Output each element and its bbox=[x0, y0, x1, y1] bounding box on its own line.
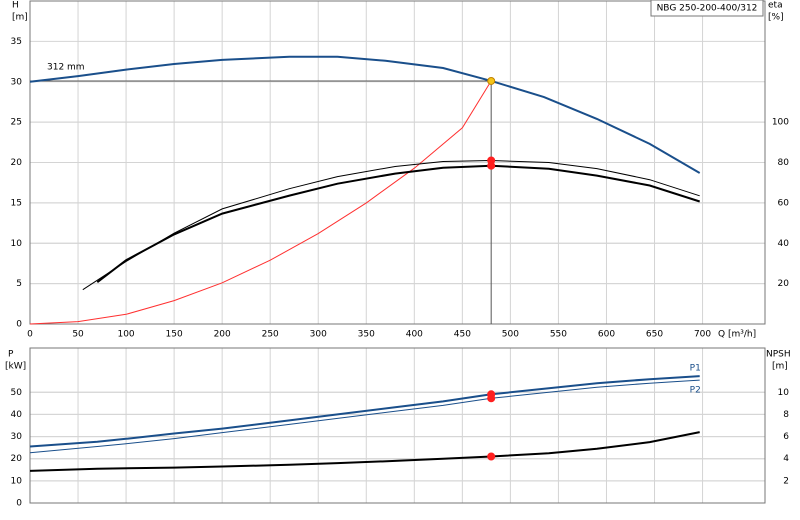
y-tick-label: 10 bbox=[11, 239, 23, 249]
operating-point bbox=[487, 161, 496, 170]
x-tick-label: 100 bbox=[117, 330, 134, 340]
series-line bbox=[29, 80, 492, 325]
x-tick-label: 50 bbox=[72, 330, 84, 340]
x-tick-label: 600 bbox=[598, 330, 615, 340]
series-line bbox=[29, 55, 701, 174]
y2-axis-unit: [m] bbox=[772, 362, 788, 372]
y-tick-label: 30 bbox=[11, 432, 23, 442]
x-tick-label: 250 bbox=[262, 330, 279, 340]
y2-tick-label: 40 bbox=[778, 239, 790, 249]
y-tick-label: 10 bbox=[11, 476, 23, 486]
curve-annotation: 312 mm bbox=[47, 63, 85, 73]
y2-tick-label: 80 bbox=[778, 158, 790, 168]
y-tick-label: 0 bbox=[16, 499, 22, 509]
y-axis-unit: [kW] bbox=[5, 362, 26, 372]
x-tick-label: 500 bbox=[502, 330, 519, 340]
y2-tick-label: 10 bbox=[778, 388, 790, 398]
x-tick-label: 300 bbox=[310, 330, 327, 340]
x-axis-label: Q [m³/h] bbox=[718, 330, 756, 340]
series-label: P2 bbox=[690, 386, 701, 396]
y-tick-label: 20 bbox=[11, 158, 23, 168]
plot-frame bbox=[29, 347, 766, 504]
y-tick-label: 25 bbox=[11, 118, 22, 128]
y-axis-label: P bbox=[8, 350, 14, 360]
y2-axis-unit: [%] bbox=[768, 13, 784, 23]
y2-tick-label: 60 bbox=[778, 198, 790, 208]
series-line bbox=[29, 375, 700, 448]
operating-point bbox=[487, 394, 496, 403]
x-tick-label: 0 bbox=[27, 330, 33, 340]
y-tick-label: 20 bbox=[11, 454, 23, 464]
operating-point bbox=[487, 452, 496, 461]
y2-tick-label: 20 bbox=[778, 279, 790, 289]
x-tick-label: 400 bbox=[406, 330, 423, 340]
x-tick-label: 350 bbox=[358, 330, 375, 340]
y2-axis-label: eta bbox=[768, 1, 783, 11]
plot-frame bbox=[29, 0, 766, 325]
y-tick-label: 30 bbox=[11, 77, 23, 87]
legend-title: NBG 250-200-400/312 bbox=[657, 4, 758, 14]
y2-axis-label: NPSH bbox=[766, 350, 791, 360]
x-tick-label: 200 bbox=[214, 330, 231, 340]
y2-tick-label: 8 bbox=[783, 410, 789, 420]
y2-tick-label: 2 bbox=[783, 476, 789, 486]
legend-box bbox=[650, 0, 764, 17]
y-tick-label: 40 bbox=[11, 410, 23, 420]
y-tick-label: 15 bbox=[11, 198, 22, 208]
x-tick-label: 700 bbox=[694, 330, 711, 340]
series-line bbox=[29, 379, 700, 454]
y-axis-unit: [m] bbox=[12, 13, 28, 23]
x-tick-label: 450 bbox=[454, 330, 471, 340]
series-label: P1 bbox=[690, 364, 701, 374]
x-tick-label: 550 bbox=[550, 330, 567, 340]
y2-tick-label: 4 bbox=[783, 454, 789, 464]
y-tick-label: 50 bbox=[11, 388, 23, 398]
y-axis-label: H bbox=[12, 1, 19, 11]
series-line bbox=[82, 159, 700, 291]
series-line bbox=[96, 164, 701, 283]
y2-tick-label: 100 bbox=[772, 118, 789, 128]
operating-point bbox=[487, 76, 496, 85]
y2-tick-label: 6 bbox=[783, 432, 789, 442]
y-tick-label: 0 bbox=[16, 320, 22, 330]
x-tick-label: 150 bbox=[166, 330, 183, 340]
y-tick-label: 35 bbox=[11, 37, 22, 47]
x-tick-label: 650 bbox=[646, 330, 663, 340]
series-line bbox=[29, 431, 700, 472]
y-tick-label: 5 bbox=[16, 279, 22, 289]
